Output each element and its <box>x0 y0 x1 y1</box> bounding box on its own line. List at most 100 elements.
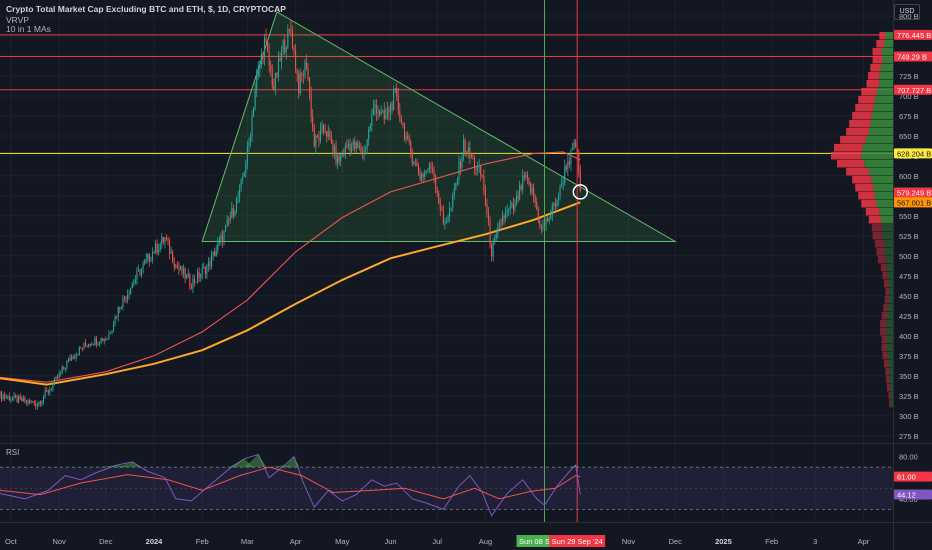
candle-body <box>385 115 387 120</box>
candle-body <box>189 274 191 286</box>
candle-body <box>321 125 323 129</box>
volume-bar-sell <box>849 119 871 128</box>
candle-body <box>301 73 303 75</box>
candle-body <box>481 175 483 177</box>
candle-body <box>329 131 331 136</box>
candle-body <box>74 357 76 359</box>
candle-body <box>97 343 99 345</box>
candle-body <box>282 40 284 50</box>
volume-bar-sell <box>888 391 891 400</box>
candle-body <box>215 250 217 257</box>
candle-body <box>469 147 471 157</box>
candle-body <box>337 156 339 164</box>
candle-body <box>557 195 560 200</box>
candle-body <box>382 110 384 111</box>
volume-bar-buy <box>890 399 893 408</box>
candle-body <box>41 400 43 404</box>
price-badge <box>894 148 932 159</box>
candle-body <box>506 210 508 212</box>
candle-body <box>218 239 220 243</box>
candle-body <box>450 207 452 209</box>
candle-body <box>229 217 231 221</box>
time-tick-label: 2025 <box>715 537 732 546</box>
chart-title: Crypto Total Market Cap Excluding BTC an… <box>6 4 286 14</box>
candle-body <box>295 50 297 70</box>
price-badge-label: 749.29 B <box>897 53 927 62</box>
price-badge-label: 707.727 B <box>897 86 931 95</box>
candle-body <box>245 162 247 173</box>
price-tick-label: 725 B <box>899 72 919 81</box>
indicator-vrvp-label[interactable]: VRVP <box>6 15 29 25</box>
candle-body <box>35 403 37 407</box>
candle-body <box>175 265 177 268</box>
rsi-overbought-fill <box>284 456 300 468</box>
candle-body <box>355 142 357 149</box>
candle-body <box>445 220 448 223</box>
candle-body <box>369 126 371 130</box>
price-tick-label: 425 B <box>899 312 919 321</box>
candle-body <box>288 29 290 31</box>
rsi-label[interactable]: RSI <box>6 448 20 457</box>
price-tick-label: 550 B <box>899 212 919 221</box>
candle-body <box>324 131 326 133</box>
candle-body <box>18 396 20 403</box>
candle-body <box>127 294 129 300</box>
candle-body <box>1 391 3 399</box>
candle-body <box>102 338 104 342</box>
candle-body <box>116 316 118 318</box>
candle-body <box>399 110 401 120</box>
volume-bar-sell <box>872 231 883 240</box>
candle-body <box>155 243 157 254</box>
time-axis[interactable]: Oct Nov Dec 2024 Feb Mar Apr May Jun Jul Aug Nov Dec… <box>5 537 870 546</box>
candle-body <box>254 88 256 108</box>
candle-body <box>240 178 242 189</box>
price-tick-label: 375 B <box>899 352 919 361</box>
candle-body <box>50 389 52 391</box>
candle-body <box>389 103 392 113</box>
volume-bar-buy <box>889 287 893 296</box>
candle-body <box>380 110 382 115</box>
candle-body <box>164 237 166 243</box>
volume-bar-sell <box>886 383 890 392</box>
volume-bar-buy <box>874 191 893 200</box>
candle-body <box>211 255 213 267</box>
rsi-ma-line <box>0 466 581 500</box>
candle-body <box>187 274 189 276</box>
candle-body <box>323 125 325 132</box>
candle-body <box>397 95 399 111</box>
candle-body <box>285 47 287 53</box>
candle-body <box>467 147 469 154</box>
volume-bar-buy <box>876 87 893 96</box>
candle-body <box>145 258 147 261</box>
volume-bar-buy <box>885 31 893 40</box>
volume-bar-sell <box>881 311 887 320</box>
candle-body <box>81 348 83 350</box>
price-tick-label: 475 B <box>899 272 919 281</box>
candle-body <box>408 136 410 142</box>
candle-body <box>178 267 180 270</box>
currency-button[interactable]: USD <box>894 4 920 20</box>
volume-bar-sell <box>884 295 889 304</box>
candle-body <box>72 356 74 359</box>
candle-body <box>332 143 334 154</box>
candle-body <box>225 225 227 231</box>
price-badge <box>894 197 932 208</box>
price-tick-label: 400 B <box>899 332 919 341</box>
time-tick-label: Dec <box>99 537 113 546</box>
time-tick-label: Dec <box>669 537 683 546</box>
volume-bar-buy <box>868 167 893 176</box>
candle-body <box>478 165 480 167</box>
candle-body <box>260 53 262 65</box>
grid <box>0 0 932 523</box>
indicator-ma-label[interactable]: 10 in 1 MAs <box>6 24 51 34</box>
candle-body <box>463 139 465 157</box>
candle-body <box>551 205 553 216</box>
candle-body <box>503 216 505 219</box>
candle-body <box>343 154 345 155</box>
candle-body <box>108 333 110 339</box>
rsi-overbought-fill <box>96 465 129 468</box>
volume-bar-buy <box>880 63 893 72</box>
candle-body <box>579 171 581 191</box>
volume-bar-buy <box>886 327 893 336</box>
